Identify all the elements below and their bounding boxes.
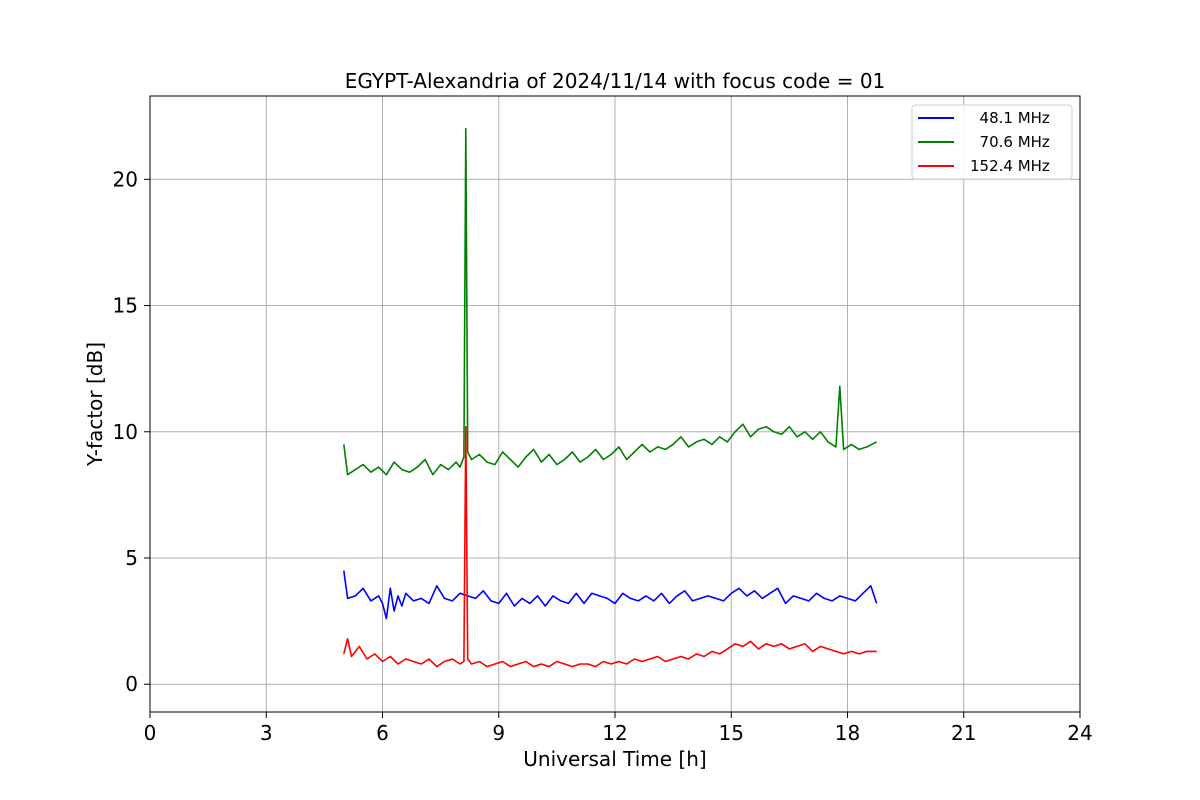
legend-label-2: 152.4 MHz [970, 157, 1050, 175]
x-tick-label: 6 [376, 721, 389, 745]
legend-box [911, 104, 1073, 180]
y-axis-label: Y-factor [dB] [83, 342, 107, 467]
x-axis-ticks: 0 3 6 9 12 15 18 21 24 [144, 712, 1093, 745]
series-line-1 [343, 128, 877, 476]
x-tick-label: 24 [1067, 721, 1092, 745]
y-tick-label: 15 [113, 294, 138, 318]
x-tick-label: 18 [835, 721, 860, 745]
y-tick-label: 20 [113, 167, 138, 191]
y-tick-label: 10 [113, 420, 138, 444]
x-tick-label: 12 [602, 721, 627, 745]
y-tick-label: 5 [125, 546, 138, 570]
grid [149, 96, 1081, 712]
series-line-2 [343, 425, 877, 668]
x-tick-label: 0 [144, 721, 157, 745]
legend-label-1: 70.6 MHz [970, 133, 1050, 151]
series-line-0 [343, 570, 878, 620]
legend-label-0: 48.1 MHz [970, 109, 1050, 127]
chart-title: EGYPT-Alexandria of 2024/11/14 with focu… [345, 69, 886, 93]
x-tick-label: 3 [260, 721, 273, 745]
x-tick-label: 15 [719, 721, 744, 745]
y-axis-ticks: 0 5 10 15 20 [113, 167, 150, 696]
x-tick-label: 21 [951, 721, 976, 745]
x-axis-label: Universal Time [h] [523, 747, 706, 771]
x-tick-label: 9 [492, 721, 505, 745]
legend: 48.1 MHz 70.6 MHz 152.4 MHz [911, 104, 1073, 180]
y-tick-label: 0 [125, 672, 138, 696]
series-lines [343, 128, 878, 668]
